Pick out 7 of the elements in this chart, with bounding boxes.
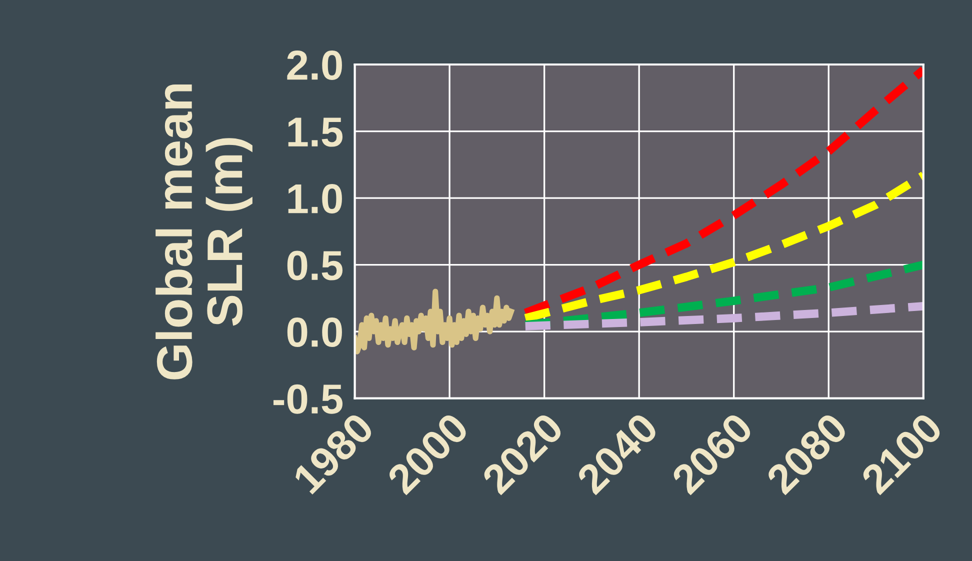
y-tick-label: 1.5 — [288, 118, 343, 147]
y-tick-label: 1.0 — [288, 184, 342, 214]
y-axis-title: Global mean SLR (m) — [156, 84, 252, 380]
y-tick-label: -0.5 — [274, 384, 343, 414]
y-tick-label: 0.0 — [287, 318, 342, 348]
y-tick-label: 0.5 — [287, 250, 343, 280]
y-tick-label: 2.0 — [287, 50, 342, 80]
